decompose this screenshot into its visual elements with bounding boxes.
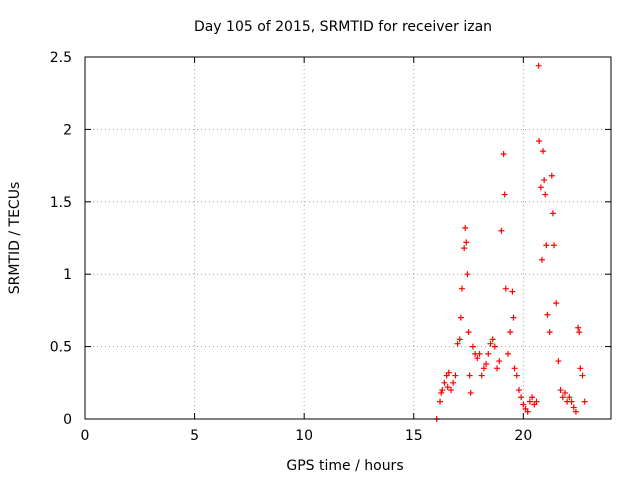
data-point bbox=[467, 389, 474, 396]
data-point bbox=[450, 379, 457, 386]
data-point bbox=[474, 355, 481, 362]
data-point bbox=[445, 369, 452, 376]
grid bbox=[85, 57, 611, 419]
data-point bbox=[501, 191, 508, 198]
x-tick-label: 5 bbox=[190, 428, 199, 444]
data-point bbox=[520, 401, 527, 408]
data-point bbox=[463, 239, 470, 246]
data-point bbox=[485, 350, 492, 357]
y-tick-label: 2.5 bbox=[50, 50, 72, 66]
data-point bbox=[542, 191, 549, 198]
data-point bbox=[581, 398, 588, 405]
data-point bbox=[444, 384, 451, 391]
data-point bbox=[524, 408, 531, 415]
data-point bbox=[496, 358, 503, 365]
data-point bbox=[572, 408, 579, 415]
data-point bbox=[504, 350, 511, 357]
data-point bbox=[575, 324, 582, 331]
data-point bbox=[533, 398, 540, 405]
data-point bbox=[439, 387, 446, 394]
data-point bbox=[469, 343, 476, 350]
data-point bbox=[457, 314, 464, 321]
data-point bbox=[511, 365, 518, 372]
y-tick-label: 0.5 bbox=[50, 340, 72, 356]
data-point bbox=[507, 329, 514, 336]
data-point bbox=[454, 340, 461, 347]
data-point bbox=[540, 148, 547, 155]
data-point bbox=[548, 172, 555, 179]
data-point bbox=[456, 336, 463, 343]
data-point bbox=[452, 372, 459, 379]
data-point bbox=[538, 256, 545, 263]
data-point bbox=[491, 343, 498, 350]
data-point bbox=[441, 379, 448, 386]
y-tick-label: 0 bbox=[63, 412, 72, 428]
data-point bbox=[559, 394, 566, 401]
data-point bbox=[458, 285, 465, 292]
data-point bbox=[544, 311, 551, 318]
data-point bbox=[464, 271, 471, 278]
data-point bbox=[437, 398, 444, 405]
x-tick-label: 15 bbox=[405, 428, 423, 444]
data-point bbox=[543, 242, 550, 249]
data-point bbox=[536, 137, 543, 144]
plot-frame bbox=[84, 56, 612, 420]
data-point bbox=[509, 288, 516, 295]
chart-title: Day 105 of 2015, SRMTID for receiver iza… bbox=[194, 19, 492, 35]
data-point bbox=[480, 365, 487, 372]
data-point bbox=[483, 360, 490, 367]
data-point bbox=[466, 372, 473, 379]
data-point bbox=[502, 285, 509, 292]
data-point bbox=[498, 227, 505, 234]
x-tick-label: 0 bbox=[81, 428, 90, 444]
y-axis-label: SRMTID / TECUs bbox=[7, 182, 23, 295]
data-point bbox=[476, 350, 483, 357]
data-point bbox=[576, 329, 583, 336]
data-point bbox=[478, 372, 485, 379]
data-point bbox=[555, 358, 562, 365]
data-point bbox=[461, 245, 468, 252]
data-point bbox=[510, 314, 517, 321]
x-axis-label: GPS time / hours bbox=[286, 458, 403, 474]
data-series-srmtid bbox=[433, 62, 588, 422]
data-point bbox=[529, 394, 536, 401]
data-point bbox=[513, 372, 520, 379]
data-point bbox=[541, 177, 548, 184]
data-point bbox=[515, 387, 522, 394]
data-point bbox=[557, 387, 564, 394]
data-point bbox=[566, 394, 573, 401]
data-point bbox=[535, 62, 542, 69]
data-point bbox=[568, 398, 575, 405]
data-point bbox=[489, 336, 496, 343]
data-point bbox=[438, 389, 445, 396]
y-tick-label: 2 bbox=[63, 122, 72, 138]
data-point bbox=[494, 365, 501, 372]
data-point bbox=[577, 365, 584, 372]
data-point bbox=[546, 329, 553, 336]
data-point bbox=[570, 404, 577, 411]
axis-ticks: 0 5 10 15 20 0 0.5 1 1.5 2 2.5 bbox=[50, 50, 611, 444]
y-tick-label: 1.5 bbox=[50, 195, 72, 211]
data-point bbox=[579, 372, 586, 379]
data-point bbox=[526, 398, 533, 405]
data-point bbox=[518, 394, 525, 401]
data-point bbox=[462, 224, 469, 231]
x-tick-label: 20 bbox=[514, 428, 532, 444]
data-point bbox=[500, 151, 507, 158]
data-point bbox=[553, 300, 560, 307]
y-tick-label: 1 bbox=[63, 267, 72, 283]
data-point bbox=[549, 210, 556, 217]
data-point bbox=[487, 340, 494, 347]
data-point bbox=[537, 184, 544, 191]
data-point bbox=[465, 329, 472, 336]
data-point bbox=[551, 242, 558, 249]
x-tick-label: 10 bbox=[295, 428, 313, 444]
data-point bbox=[561, 389, 568, 396]
data-point bbox=[448, 387, 455, 394]
